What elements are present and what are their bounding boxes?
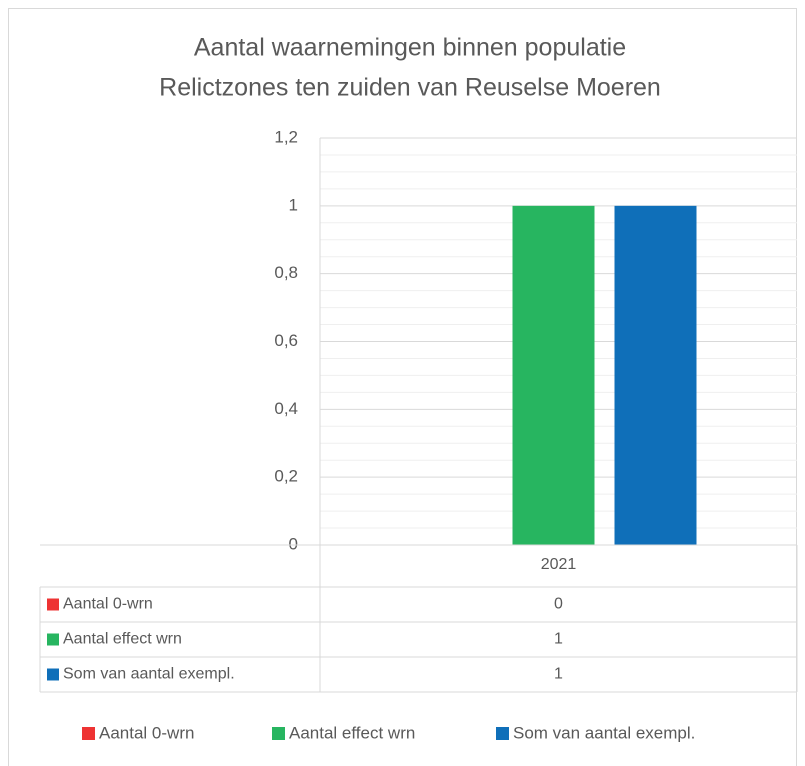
- y-tick-label: 0,8: [274, 263, 298, 282]
- legend-key: [47, 668, 59, 681]
- y-tick-label: 0,6: [274, 331, 298, 350]
- table-series-name: Aantal effect wrn: [63, 631, 182, 648]
- y-tick-label: 0,4: [274, 399, 298, 418]
- y-tick-label: 0: [289, 534, 298, 553]
- table-value: 0: [554, 596, 563, 613]
- table-series-name: Som van aantal exempl.: [63, 666, 235, 683]
- legend-key: [47, 598, 59, 611]
- y-tick-label: 0,2: [274, 467, 298, 486]
- legend-label: Som van aantal exempl.: [513, 723, 695, 742]
- chart-title: Relictzones ten zuiden van Reuselse Moer…: [159, 74, 661, 102]
- table-series-name: Aantal 0-wrn: [63, 596, 153, 613]
- table-value: 1: [554, 631, 563, 648]
- legend-label: Aantal effect wrn: [289, 723, 415, 742]
- table-value: 1: [554, 666, 563, 683]
- y-tick-label: 1: [289, 195, 298, 214]
- chart-title: Aantal waarnemingen binnen populatie: [194, 34, 626, 62]
- legend-key: [496, 727, 509, 740]
- bar: [512, 205, 595, 546]
- legend-key: [47, 633, 59, 646]
- legend-key: [272, 727, 285, 740]
- bar: [614, 205, 697, 546]
- legend-key: [82, 727, 95, 740]
- y-tick-label: 1,2: [274, 127, 298, 146]
- legend-label: Aantal 0-wrn: [99, 723, 194, 742]
- x-tick-label: 2021: [541, 556, 577, 573]
